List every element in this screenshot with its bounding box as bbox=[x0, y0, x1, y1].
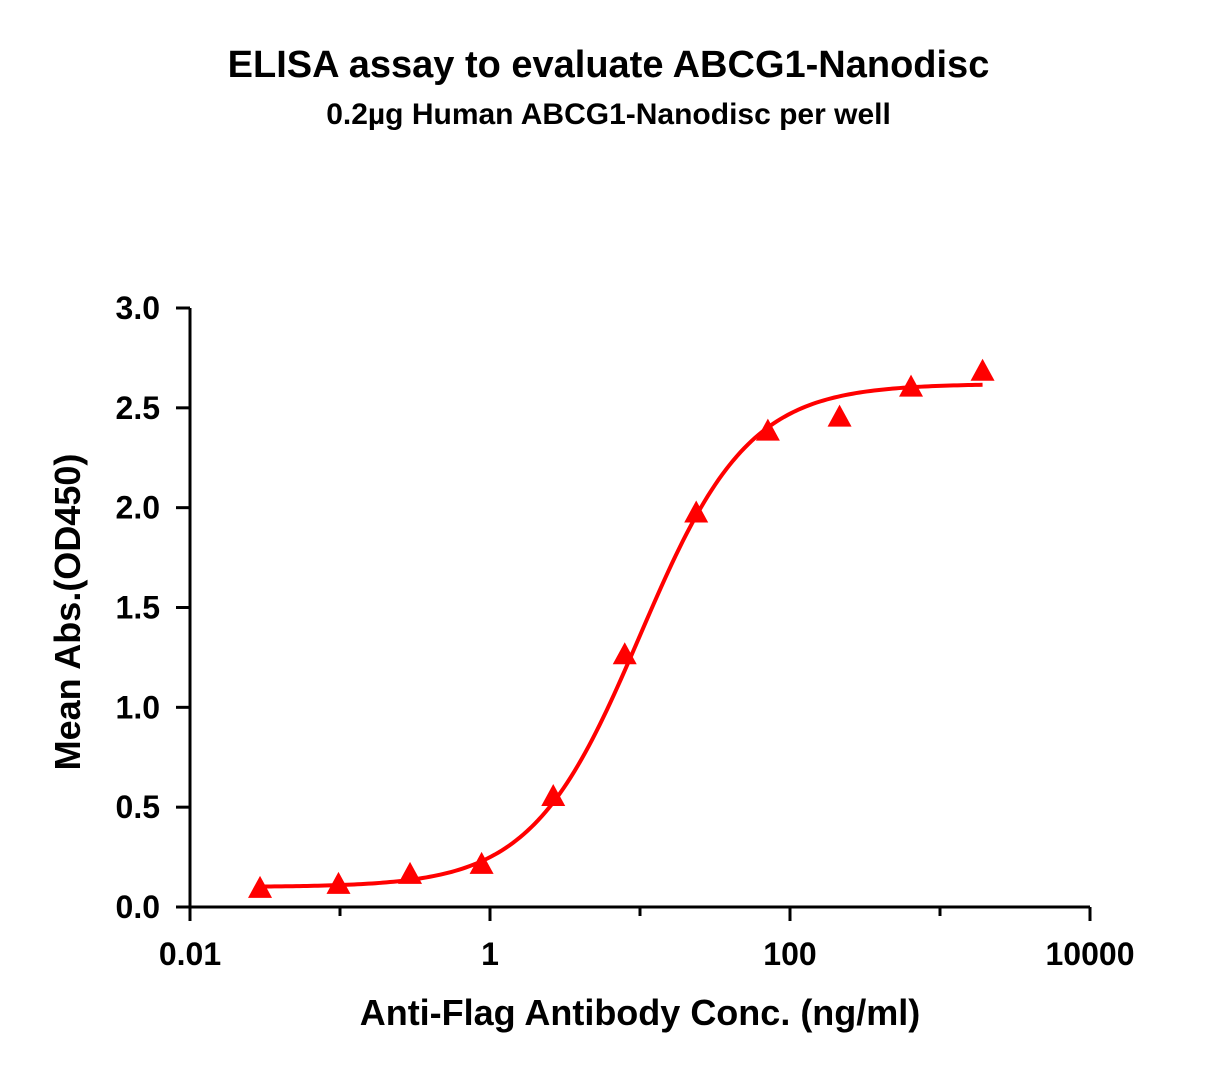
x-tick-label: 10000 bbox=[1046, 936, 1135, 972]
data-point bbox=[248, 875, 273, 898]
y-tick-label: 2.0 bbox=[116, 490, 160, 526]
chart-subtitle: 0.2µg Human ABCG1-Nanodisc per well bbox=[326, 98, 891, 131]
data-point bbox=[827, 404, 852, 427]
data-point bbox=[970, 358, 995, 381]
x-tick-label: 1 bbox=[481, 936, 499, 972]
x-tick-label: 0.01 bbox=[159, 936, 221, 972]
y-axis-label: Mean Abs.(OD450) bbox=[47, 454, 88, 771]
data-point bbox=[326, 871, 351, 894]
data-point bbox=[398, 861, 423, 884]
axes bbox=[188, 308, 1090, 909]
data-point bbox=[469, 851, 494, 874]
data-point bbox=[612, 642, 637, 665]
data-point bbox=[755, 418, 780, 441]
y-tick-label: 3.0 bbox=[116, 290, 160, 326]
x-tick-label: 100 bbox=[763, 936, 816, 972]
data-point bbox=[899, 374, 924, 397]
data-point bbox=[684, 500, 709, 523]
chart-title: ELISA assay to evaluate ABCG1-Nanodisc bbox=[227, 44, 990, 86]
x-ticks: 0.01 1 100 10000 bbox=[159, 907, 1135, 972]
fit-curve bbox=[260, 382, 983, 889]
data-points bbox=[248, 358, 995, 898]
y-tick-label: 1.5 bbox=[116, 590, 160, 626]
y-ticks: 0.0 0.5 1.0 1.5 2.0 2.5 3.0 bbox=[116, 290, 190, 925]
y-tick-label: 0.0 bbox=[116, 889, 160, 925]
y-tick-label: 0.5 bbox=[116, 789, 160, 825]
y-tick-label: 2.5 bbox=[116, 390, 160, 426]
y-tick-label: 1.0 bbox=[116, 689, 160, 725]
data-point bbox=[541, 783, 566, 806]
x-axis-label: Anti-Flag Antibody Conc. (ng/ml) bbox=[360, 992, 921, 1033]
